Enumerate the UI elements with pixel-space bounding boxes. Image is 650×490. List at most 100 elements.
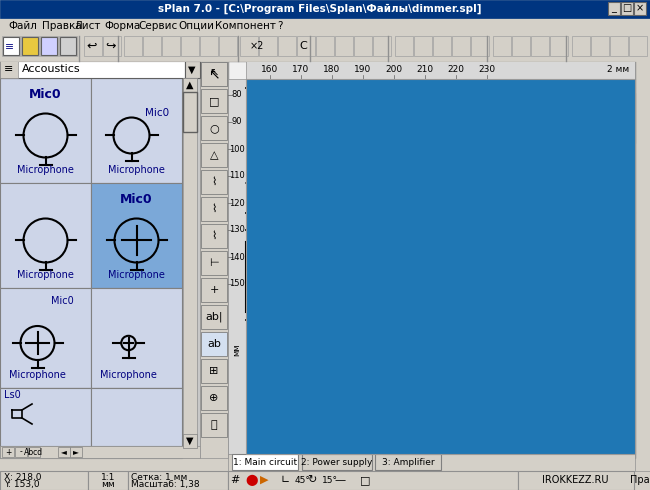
Bar — [201, 116, 227, 140]
Bar — [3, 37, 19, 55]
Text: 170: 170 — [292, 66, 309, 74]
Text: Mic0: Mic0 — [29, 88, 62, 101]
Text: Опции: Опции — [178, 21, 214, 31]
Bar — [608, 2, 620, 15]
Bar — [278, 36, 296, 56]
Bar — [577, 165, 625, 201]
Text: +: + — [209, 285, 218, 295]
Bar — [246, 440, 621, 454]
Bar — [260, 177, 300, 190]
Text: ×: × — [636, 3, 644, 14]
Bar — [15, 447, 27, 457]
Bar — [0, 288, 91, 388]
Text: 2 мм: 2 мм — [607, 66, 629, 74]
Text: Сетка: 1 мм: Сетка: 1 мм — [131, 472, 187, 482]
Text: ⊢: ⊢ — [209, 258, 219, 268]
Text: Microphone: Microphone — [100, 370, 157, 380]
Bar — [316, 36, 334, 56]
Text: ▶: ▶ — [260, 475, 268, 485]
Bar — [363, 218, 377, 223]
Text: ►: ► — [73, 447, 79, 457]
Text: Microphone: Microphone — [9, 370, 66, 380]
Bar — [246, 79, 635, 454]
Bar — [124, 36, 142, 56]
Bar — [0, 34, 650, 61]
Text: ⌇: ⌇ — [211, 177, 216, 187]
Text: SR2: SR2 — [593, 155, 609, 164]
Text: 130: 130 — [229, 225, 245, 235]
Text: C5: C5 — [533, 241, 544, 249]
Bar — [246, 440, 260, 454]
Text: Сервис: Сервис — [138, 21, 177, 31]
Text: ▼: ▼ — [624, 442, 632, 452]
Bar — [91, 183, 182, 288]
Bar — [594, 208, 608, 213]
Text: ▲: ▲ — [187, 80, 194, 90]
Bar — [228, 61, 635, 458]
Bar — [0, 61, 18, 78]
Text: 1:1: 1:1 — [101, 472, 115, 482]
Bar — [183, 78, 197, 448]
Bar — [621, 93, 635, 143]
Text: 100: 100 — [229, 145, 245, 153]
Text: 1: Main circuit: 1: Main circuit — [233, 458, 297, 466]
Bar — [200, 61, 228, 458]
Bar — [0, 388, 91, 446]
Bar — [414, 36, 432, 56]
Text: ≡: ≡ — [5, 65, 14, 74]
Bar — [448, 290, 462, 295]
Bar — [2, 447, 14, 457]
Bar — [326, 98, 340, 138]
Bar — [0, 18, 650, 34]
Text: 180: 180 — [324, 66, 341, 74]
Text: ↻: ↻ — [307, 475, 317, 485]
Text: Компонент: Компонент — [215, 21, 276, 31]
Text: Microphone: Microphone — [17, 270, 74, 280]
Text: 2: Power supply: 2: Power supply — [302, 458, 372, 466]
Bar — [354, 36, 372, 56]
Text: C4: C4 — [373, 241, 384, 249]
Text: ab|: ab| — [205, 312, 223, 322]
Bar — [219, 36, 237, 56]
Polygon shape — [595, 177, 604, 189]
Bar — [0, 61, 185, 78]
Text: ∟: ∟ — [280, 475, 290, 485]
Bar — [240, 36, 258, 56]
Text: ⌇: ⌇ — [211, 231, 216, 241]
Text: 120: 120 — [229, 198, 245, 207]
Text: SR2: SR2 — [593, 163, 609, 172]
Bar — [91, 288, 182, 388]
Bar — [183, 78, 197, 92]
Text: -: - — [20, 447, 22, 457]
Bar — [201, 359, 227, 383]
Text: IROKKEZZ.RU: IROKKEZZ.RU — [541, 475, 608, 485]
Text: ◄: ◄ — [61, 447, 67, 457]
Text: Microphone: Microphone — [17, 165, 74, 175]
Bar — [183, 434, 197, 448]
Bar — [41, 37, 57, 55]
Text: Файл: Файл — [8, 21, 37, 31]
Bar — [0, 78, 91, 183]
Text: 3: Amplifier: 3: Amplifier — [382, 458, 434, 466]
Bar — [0, 446, 200, 458]
Text: ↪: ↪ — [106, 40, 116, 52]
Bar — [398, 177, 450, 190]
Bar — [228, 454, 635, 471]
Bar — [128, 471, 228, 490]
Text: Abcd: Abcd — [25, 447, 44, 457]
Text: 10μ: 10μ — [540, 199, 556, 209]
Text: X: 218,0: X: 218,0 — [4, 472, 42, 482]
Bar — [553, 218, 567, 223]
Text: ?: ? — [277, 21, 283, 31]
Text: ↖: ↖ — [208, 67, 220, 81]
Bar — [201, 413, 227, 437]
Text: C: C — [299, 41, 307, 51]
Bar — [201, 89, 227, 113]
Bar — [21, 36, 39, 56]
Bar — [70, 447, 82, 457]
Bar — [621, 2, 633, 15]
Bar — [370, 248, 382, 268]
Text: 10k: 10k — [416, 178, 432, 188]
Text: 47k: 47k — [272, 178, 288, 188]
Text: C3: C3 — [293, 241, 304, 249]
